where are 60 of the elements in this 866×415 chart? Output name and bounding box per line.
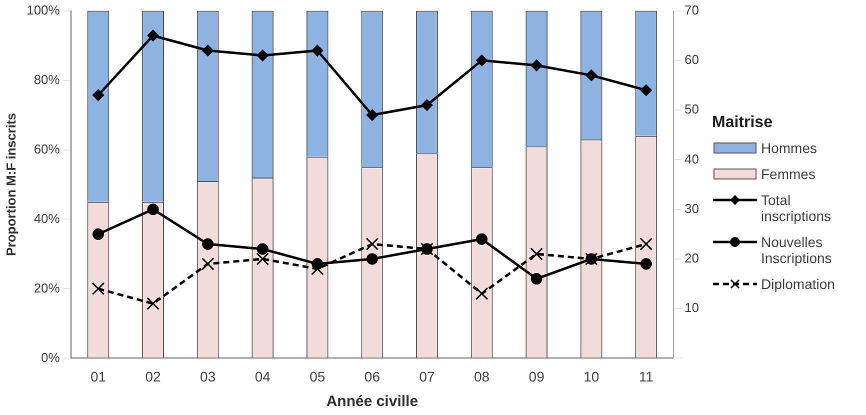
- point: [202, 238, 214, 250]
- point: [366, 109, 378, 121]
- legend-label: Hommes: [761, 140, 818, 156]
- point: [256, 252, 270, 266]
- y2-tick-label: 20: [684, 250, 700, 266]
- y-tick-label: 100%: [26, 2, 60, 18]
- point: [92, 282, 105, 296]
- point: [201, 258, 214, 270]
- x-tick-label: 05: [310, 368, 326, 384]
- x-tick-label: 02: [145, 368, 162, 384]
- legend-label: Nouvelles Inscriptions: [761, 234, 833, 266]
- point: [312, 258, 324, 270]
- point: [92, 89, 104, 101]
- point: [366, 253, 378, 265]
- y2-tick-label: 40: [684, 151, 700, 166]
- point: [256, 50, 268, 62]
- point: [256, 243, 268, 255]
- point: [475, 287, 488, 300]
- x-tick-label: 04: [254, 368, 271, 384]
- point: [640, 84, 652, 96]
- y-axis-title: Proportion M:F inscrits: [3, 113, 18, 256]
- y-tick-label: 80%: [34, 72, 60, 87]
- point: [421, 99, 433, 111]
- point: [312, 44, 324, 56]
- point: [586, 70, 598, 82]
- y2-tick-label: 30: [684, 200, 700, 216]
- y-tick-label: 20%: [34, 280, 60, 296]
- y2-tick-label: 50: [684, 102, 700, 117]
- point: [530, 273, 542, 285]
- legend-label: Diplomation: [761, 276, 835, 292]
- point: [147, 204, 159, 216]
- x-tick-label: 06: [364, 368, 380, 384]
- y2-tick-label: 70: [684, 2, 700, 18]
- x-tick-label: 11: [638, 368, 654, 384]
- legend-label: Femmes: [761, 166, 816, 182]
- y2-tick-label: 60: [684, 52, 700, 68]
- point: [202, 44, 214, 56]
- point: [146, 297, 160, 310]
- legend-label: Total inscriptions: [761, 192, 832, 224]
- point: [640, 238, 653, 250]
- x-tick-label: 08: [474, 368, 490, 384]
- point: [530, 60, 542, 72]
- point: [476, 54, 488, 66]
- point: [640, 258, 652, 270]
- legend-title: Maitrise: [712, 114, 774, 132]
- y-tick-label: 60%: [34, 141, 60, 156]
- x-axis-title: Année civille: [326, 393, 418, 410]
- point: [366, 238, 379, 250]
- point: [530, 248, 543, 260]
- point: [92, 228, 104, 240]
- point: [147, 30, 159, 42]
- y-tick-label: 40%: [34, 210, 60, 226]
- point: [476, 233, 488, 245]
- x-tick-label: 03: [200, 368, 216, 384]
- y-tick-label: 0%: [41, 350, 60, 365]
- x-tick-label: 01: [90, 368, 106, 384]
- x-tick-label: 07: [419, 368, 435, 384]
- x-tick-label: 10: [584, 368, 600, 384]
- y2-tick-label: 10: [684, 300, 700, 316]
- x-tick-label: 09: [528, 368, 545, 384]
